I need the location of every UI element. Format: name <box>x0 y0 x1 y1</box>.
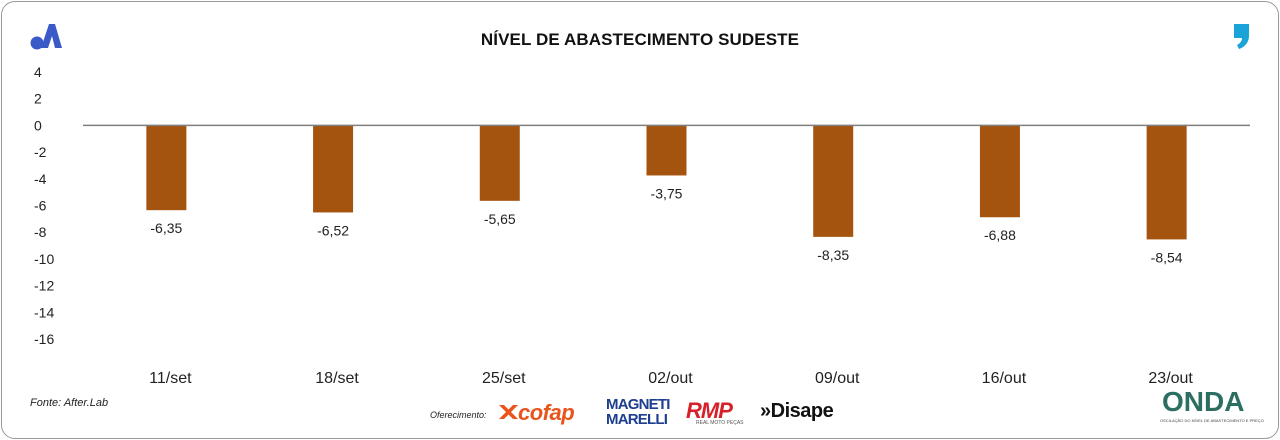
data-label: -6,52 <box>317 222 349 238</box>
y-tick-label: -10 <box>34 251 54 267</box>
onda-brand-subtitle: OSCILAÇÃO DO NÍVEL DE ABASTECIMENTO E PR… <box>1160 418 1264 423</box>
bar <box>479 125 520 201</box>
bar <box>1146 125 1187 240</box>
y-tick-label: -8 <box>34 224 47 240</box>
onda-brand-logo: ONDA <box>1162 386 1245 417</box>
sponsor-rmp-logo: RMP <box>686 398 733 423</box>
sponsor-cofap-logo: cofap <box>518 400 575 425</box>
y-tick-label: -14 <box>34 304 54 320</box>
y-tick-label: 2 <box>34 91 42 107</box>
x-category-label: 09/out <box>815 370 860 387</box>
bar <box>313 125 354 213</box>
y-tick-label: -16 <box>34 331 54 347</box>
sponsor-rmp-subtitle: REAL MOTO PEÇAS <box>696 420 744 426</box>
y-tick-label: -12 <box>34 278 54 294</box>
magneti-text: MAGNETI <box>606 396 670 413</box>
y-tick-label: -2 <box>34 144 47 160</box>
bar <box>146 125 187 211</box>
cofap-mark-icon <box>499 405 518 419</box>
data-label: -6,35 <box>150 220 182 236</box>
x-category-label: 25/set <box>482 370 526 387</box>
bar <box>813 125 854 237</box>
y-tick-label: 4 <box>34 64 42 80</box>
after-lab-logo-icon <box>30 24 62 50</box>
data-label: -3,75 <box>651 185 683 201</box>
source-note: Fonte: After.Lab <box>30 397 109 409</box>
sponsor-disape-logo: »Disape <box>760 400 834 422</box>
x-category-label: 18/set <box>315 370 359 387</box>
data-label: -8,35 <box>817 247 849 263</box>
x-category-label: 11/set <box>149 370 192 387</box>
y-tick-label: 0 <box>34 117 42 133</box>
data-label: -8,54 <box>1151 249 1183 265</box>
data-label: -5,65 <box>484 211 516 227</box>
chart-title: NÍVEL DE ABASTECIMENTO SUDESTE <box>480 30 800 49</box>
marelli-text: MARELLI <box>606 411 668 428</box>
y-tick-label: -4 <box>34 171 47 187</box>
x-category-label: 16/out <box>982 370 1027 387</box>
sponsor-magneti-marelli-logo: MAGNETI MARELLI <box>606 397 670 427</box>
x-category-label: 02/out <box>648 370 693 387</box>
quote-comma-logo-icon <box>1234 24 1249 49</box>
data-label: -6,88 <box>984 227 1016 243</box>
x-category-label: 23/out <box>1148 370 1193 387</box>
bar <box>646 125 687 176</box>
y-tick-label: -6 <box>34 198 47 214</box>
sponsor-label: Oferecimento: <box>430 410 487 420</box>
bar <box>979 125 1020 218</box>
